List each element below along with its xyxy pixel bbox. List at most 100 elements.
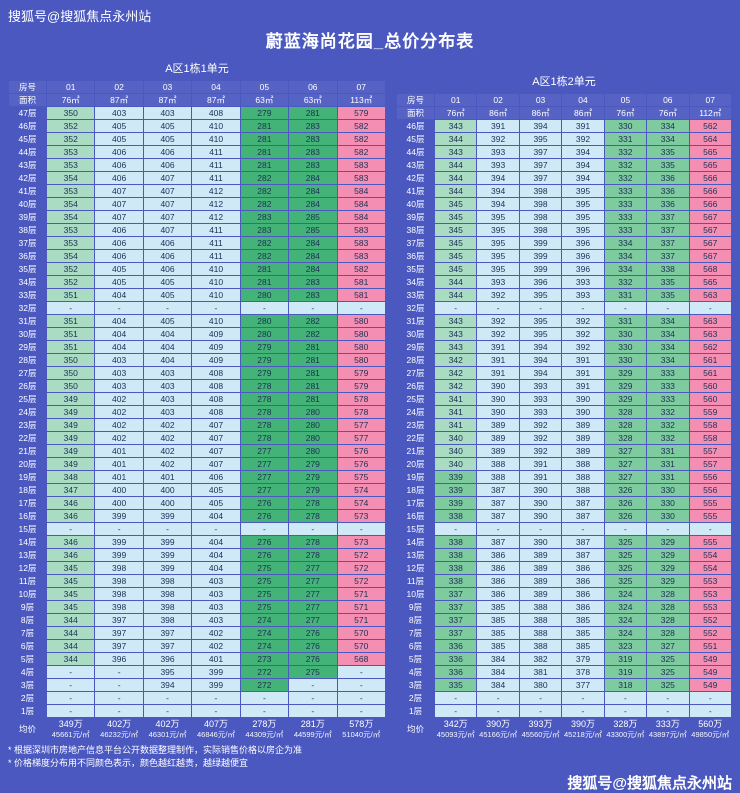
price-cell: 351 — [47, 315, 95, 327]
price-cell: 400 — [143, 484, 192, 496]
price-cell: 407 — [192, 458, 240, 470]
price-cell: 352 — [47, 133, 95, 145]
floor-row: 6层 344 397 397 402 274 276 570 — [9, 640, 385, 652]
area-cell: 86㎡ — [477, 107, 519, 119]
price-cell: 567 — [689, 237, 731, 249]
price-cell: 281 — [289, 380, 337, 392]
floor-row: 35层 345 395 399 396 334 338 568 — [397, 263, 731, 275]
price-cell: 386 — [562, 575, 604, 587]
floor-label: 29层 — [18, 342, 37, 352]
price-cell: - — [519, 705, 562, 717]
price-cell: 397 — [95, 640, 143, 652]
price-cell: 336 — [435, 640, 477, 652]
price-cell: 577 — [337, 432, 385, 444]
column-header: 03 — [143, 81, 192, 93]
price-cell: 280 — [240, 289, 289, 301]
price-cell: 284 — [289, 263, 337, 275]
price-cell: 388 — [562, 458, 604, 470]
price-cell: 342 — [435, 380, 477, 392]
floor-row: 45层 352 405 405 410 281 283 582 — [9, 133, 385, 145]
price-cell: 344 — [47, 653, 95, 665]
price-cell: 396 — [519, 276, 562, 288]
floor-row: 25层 341 390 393 390 329 333 560 — [397, 393, 731, 405]
price-cell: 276 — [240, 536, 289, 548]
floor-label: 36层 — [18, 251, 37, 261]
price-cell: 330 — [604, 354, 647, 366]
floor-label: 37层 — [18, 238, 37, 248]
price-cell: 275 — [240, 562, 289, 574]
price-cell: 411 — [192, 224, 240, 236]
price-cell: - — [192, 302, 240, 314]
price-cell: 404 — [95, 315, 143, 327]
floor-label: 16层 — [406, 511, 425, 521]
price-cell: - — [289, 302, 337, 314]
avg-price: 393万 — [528, 719, 553, 729]
price-cell: - — [192, 523, 240, 535]
price-cell: 379 — [562, 653, 604, 665]
price-cell: 402 — [95, 419, 143, 431]
price-cell: 337 — [647, 224, 689, 236]
floor-row: 7层 337 385 388 385 324 328 552 — [397, 627, 731, 639]
price-cell: 387 — [477, 536, 519, 548]
floor-row: 22层 340 389 392 389 328 332 558 — [397, 432, 731, 444]
price-cell: 394 — [562, 159, 604, 171]
price-cell: 408 — [192, 107, 240, 119]
price-cell: 397 — [95, 614, 143, 626]
price-cell: 398 — [519, 185, 562, 197]
price-cell: 401 — [143, 471, 192, 483]
price-cell: 388 — [562, 471, 604, 483]
price-cell: 405 — [143, 315, 192, 327]
price-cell: 324 — [604, 588, 647, 600]
price-cell: 561 — [689, 367, 731, 379]
area-cell: 86㎡ — [562, 107, 604, 119]
area-cell: 76㎡ — [604, 107, 647, 119]
price-cell: 554 — [689, 549, 731, 561]
price-cell: 388 — [519, 601, 562, 613]
price-cell: 395 — [519, 133, 562, 145]
floor-row: 22层 349 402 402 407 278 280 577 — [9, 432, 385, 444]
price-cell: 565 — [689, 146, 731, 158]
price-cell: 325 — [604, 549, 647, 561]
price-cell: 284 — [289, 250, 337, 262]
floor-label: 41层 — [18, 186, 37, 196]
price-cell: 332 — [604, 146, 647, 158]
price-cell: 406 — [143, 263, 192, 275]
price-cell: 279 — [289, 471, 337, 483]
floor-label: 32层 — [406, 303, 425, 313]
avg-price: 342万 — [443, 719, 468, 729]
price-cell: 387 — [562, 549, 604, 561]
avg-unit-price: 44309元/㎡ — [245, 730, 284, 739]
price-cell: 559 — [689, 406, 731, 418]
price-cell: 392 — [477, 289, 519, 301]
price-cell: 329 — [604, 367, 647, 379]
price-cell: 344 — [47, 627, 95, 639]
avg-price: 390万 — [570, 719, 595, 729]
price-cell: 350 — [47, 354, 95, 366]
price-cell: 331 — [604, 133, 647, 145]
header-row: 房号 01 02 03 04 05 06 07 — [397, 94, 731, 106]
floor-label: 14层 — [406, 537, 425, 547]
price-cell: - — [604, 705, 647, 717]
price-cell: 388 — [562, 484, 604, 496]
floor-row: 15层 - - - - - - - — [9, 523, 385, 535]
avg-unit-price: 45093元/㎡ — [436, 730, 475, 739]
price-cell: 410 — [192, 120, 240, 132]
price-cell: 276 — [289, 627, 337, 639]
floor-label: 40层 — [18, 199, 37, 209]
price-cell: 380 — [519, 679, 562, 691]
price-cell: 568 — [337, 653, 385, 665]
price-cell: 410 — [192, 289, 240, 301]
avg-cell: 390万 45166元/㎡ — [477, 718, 518, 739]
avg-row: 均价 342万 45093元/㎡ 390万 45166元/㎡ 393万 45560元/㎡ 39… — [397, 718, 731, 739]
price-cell: 399 — [519, 237, 562, 249]
price-cell: 277 — [240, 484, 289, 496]
price-cell: 579 — [337, 107, 385, 119]
price-cell: 412 — [192, 211, 240, 223]
price-cell: 388 — [477, 458, 519, 470]
floor-row: 31层 351 404 405 410 280 282 580 — [9, 315, 385, 327]
floor-row: 19层 339 388 391 388 327 331 556 — [397, 471, 731, 483]
avg-price: 281万 — [300, 719, 325, 729]
area-cell: 87㎡ — [192, 94, 240, 106]
floor-row: 38层 353 406 407 411 283 285 583 — [9, 224, 385, 236]
price-cell: 580 — [337, 354, 385, 366]
